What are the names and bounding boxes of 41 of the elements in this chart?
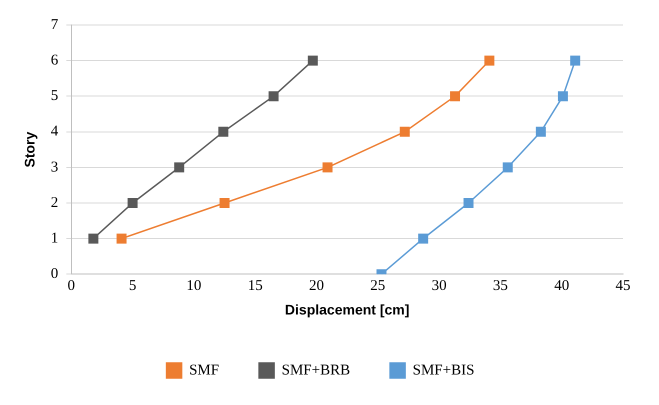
point [116,234,127,244]
legend-label: SMF+BRB [282,362,350,378]
x-tick-label: 35 [492,278,508,294]
point [418,234,428,244]
y-tick-label: 1 [50,230,58,247]
point [322,162,333,172]
legend-label: SMF+BIS [412,362,474,378]
point [268,91,279,102]
point [536,126,546,137]
x-tick-label: 30 [432,278,447,294]
point [174,162,184,172]
y-tick-label: 0 [50,266,58,282]
x-tick-label: 0 [68,278,76,294]
x-tick-label: 20 [309,278,324,294]
point [88,234,98,244]
point [558,91,568,102]
point [400,126,410,137]
point [502,162,513,172]
x-tick-label: 15 [248,278,263,294]
x-tick-label: 5 [128,278,136,294]
point [450,91,460,102]
y-tick-label: 7 [50,16,59,33]
point [570,56,580,66]
point [218,126,228,137]
x-axis-title: Displacement [cm] [284,301,410,318]
point [128,198,138,208]
x-tick-label: 25 [370,278,386,294]
point [464,198,474,208]
x-tick-label: 45 [616,278,630,294]
x-tick-label: 10 [186,278,202,294]
x-tick-label: 40 [554,278,570,294]
y-tick-label: 5 [50,88,58,104]
y-tick-label: 3 [50,159,58,176]
y-tick-label: 4 [50,124,59,140]
y-tick-label: 6 [50,52,59,69]
point [308,56,318,66]
point [220,198,230,208]
y-tick-label: 2 [50,194,58,211]
point [484,56,494,66]
legend-label: SMF [189,362,220,378]
y-axis-title: Story [21,132,38,168]
